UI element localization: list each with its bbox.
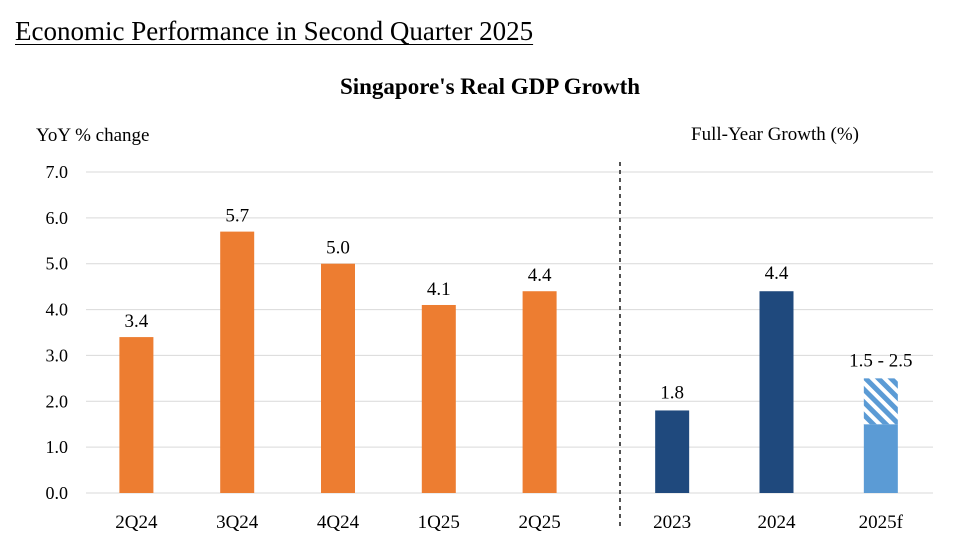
bar-2Q25 bbox=[522, 291, 557, 493]
x-tick-label: 2024 bbox=[758, 512, 797, 533]
bar-2025f-lower bbox=[863, 424, 898, 493]
x-tick-label: 2Q24 bbox=[115, 512, 158, 533]
y-tick-label: 5.0 bbox=[46, 254, 69, 274]
x-tick-label: 2023 bbox=[653, 512, 691, 533]
bar-2Q24 bbox=[119, 337, 154, 493]
y-tick-label: 1.0 bbox=[46, 437, 69, 457]
bar-2024 bbox=[759, 291, 794, 493]
data-label: 5.7 bbox=[225, 206, 249, 227]
gridlines bbox=[86, 162, 933, 526]
data-label: 3.4 bbox=[125, 311, 149, 332]
data-label: 4.4 bbox=[765, 263, 789, 284]
bar-2023 bbox=[655, 410, 690, 493]
y-tick-label: 2.0 bbox=[46, 391, 69, 411]
x-tick-label: 3Q24 bbox=[216, 512, 259, 533]
labels: 0.0 1.0 2.0 3.0 4.0 5.0 6.0 7.0 3.4 2Q24 5.7 3Q24 5.… bbox=[46, 162, 913, 533]
bar-3Q24 bbox=[220, 231, 255, 493]
bar-2025f-range bbox=[863, 378, 898, 425]
page-heading: Economic Performance in Second Quarter 2… bbox=[15, 16, 534, 46]
y-axis-label: YoY % change bbox=[36, 125, 149, 146]
x-tick-label: 2Q25 bbox=[518, 512, 560, 533]
y-tick-label: 0.0 bbox=[46, 483, 69, 503]
y-tick-label: 3.0 bbox=[46, 345, 69, 365]
bar-1Q25 bbox=[421, 304, 456, 493]
annual-section-title: Full-Year Growth (%) bbox=[691, 124, 859, 145]
data-label: 1.5 - 2.5 bbox=[849, 350, 912, 371]
data-label: 5.0 bbox=[326, 238, 350, 259]
x-tick-label: 1Q25 bbox=[418, 512, 460, 533]
bar-4Q24 bbox=[321, 263, 355, 493]
x-tick-label: 2025f bbox=[859, 512, 904, 533]
chart-title: Singapore's Real GDP Growth bbox=[340, 74, 640, 99]
data-label: 4.4 bbox=[528, 265, 552, 286]
x-tick-label: 4Q24 bbox=[317, 512, 360, 533]
y-tick-label: 4.0 bbox=[46, 300, 69, 320]
data-label: 4.1 bbox=[427, 279, 451, 300]
data-label: 1.8 bbox=[660, 382, 684, 403]
y-tick-label: 7.0 bbox=[46, 162, 69, 182]
bars bbox=[119, 231, 898, 493]
y-tick-label: 6.0 bbox=[46, 208, 69, 228]
